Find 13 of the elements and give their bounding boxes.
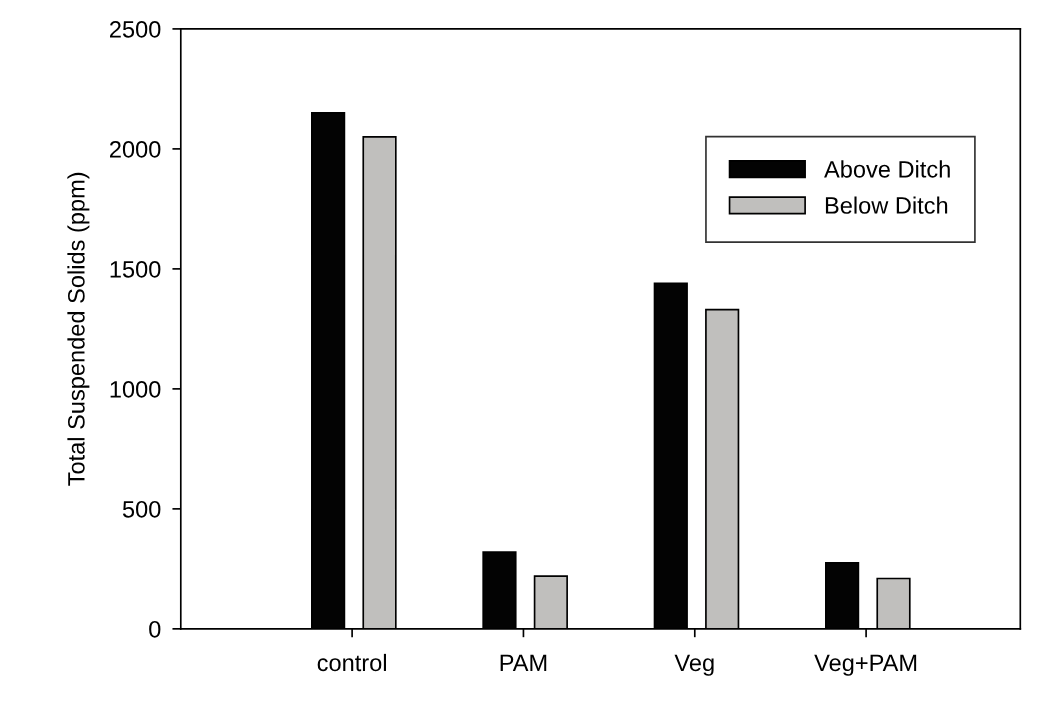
x-tick-label: PAM — [500, 654, 547, 671]
y-tick-label: 2000 — [110, 140, 161, 158]
y-axis-title: Total Suspended Solids (ppm) — [67, 172, 90, 486]
y-tick-label: 0 — [149, 620, 161, 638]
legend-label: Below Ditch — [825, 196, 948, 214]
y-tick-label: 1500 — [110, 260, 161, 278]
legend-label: Above Ditch — [824, 160, 950, 178]
y-tick-label: 1000 — [110, 380, 161, 398]
x-tick-label: control — [317, 653, 386, 672]
x-tick-label: Veg+PAM — [814, 654, 917, 676]
y-tick-label: 2500 — [110, 20, 161, 38]
x-tick-label: Veg — [674, 654, 714, 676]
y-tick-label: 500 — [122, 500, 161, 518]
